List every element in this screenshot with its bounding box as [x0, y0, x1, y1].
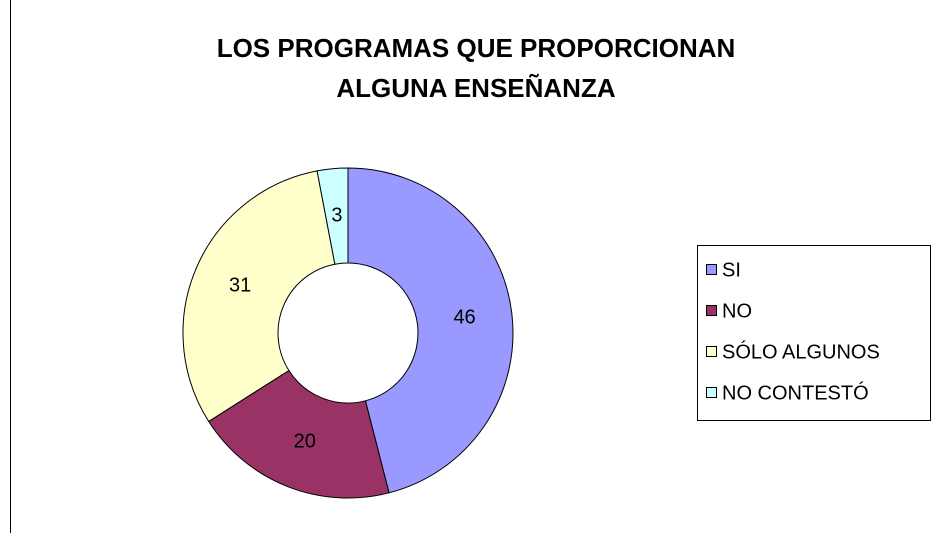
slice — [182, 170, 336, 423]
data-label: 3 — [331, 204, 342, 226]
slice — [316, 167, 349, 265]
legend-swatch — [706, 264, 717, 275]
legend-swatch — [706, 305, 717, 316]
legend-swatch — [706, 346, 717, 357]
legend-box — [697, 245, 931, 421]
data-label: 31 — [229, 275, 251, 297]
slice — [207, 369, 390, 499]
legend-swatch — [706, 387, 717, 398]
legend-label: SÓLO ALGUNOS — [722, 340, 880, 363]
legend-label: SI — [722, 259, 741, 281]
slice — [347, 167, 514, 494]
chart-title: LOS PROGRAMAS QUE PROPORCIONAN — [217, 33, 736, 63]
legend-label: NO CONTESTÓ — [722, 381, 869, 404]
chart-title: ALGUNA ENSEÑANZA — [336, 73, 615, 103]
data-label: 20 — [294, 431, 316, 453]
data-label: 46 — [453, 307, 475, 329]
legend-label: NO — [722, 300, 752, 322]
